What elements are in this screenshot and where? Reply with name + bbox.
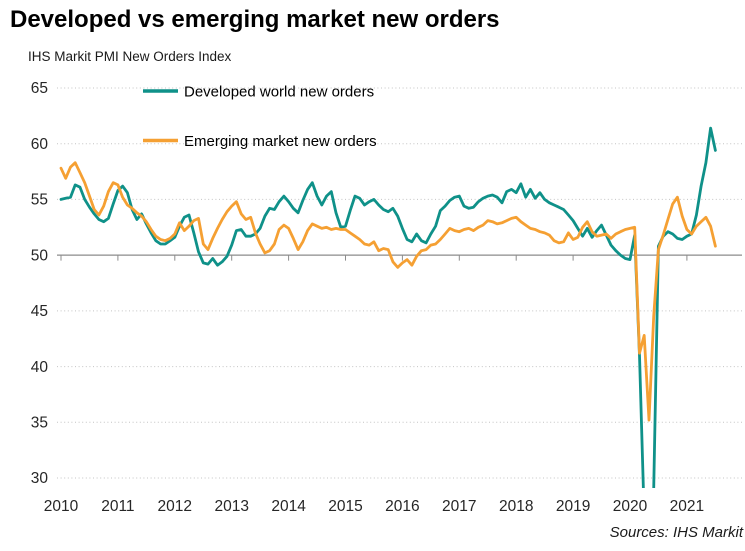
y-axis-tick-label: 60	[31, 136, 49, 153]
y-axis-tick-label: 35	[31, 414, 48, 431]
y-axis-tick-label: 65	[31, 80, 48, 97]
x-axis-year-label: 2015	[328, 498, 362, 515]
x-axis-year-label: 2010	[44, 498, 79, 515]
chart-title: Developed vs emerging market new orders	[10, 6, 500, 33]
legend: Developed world new orders Emerging marke…	[143, 83, 377, 150]
chart-subtitle: IHS Markit PMI New Orders Index	[28, 49, 232, 64]
x-axis-year-label: 2017	[442, 498, 476, 515]
y-axis-tick-label: 50	[31, 247, 49, 264]
x-axis-year-label: 2016	[385, 498, 419, 515]
y-axis-tick-label: 30	[31, 470, 49, 487]
y-axis-tick-label: 55	[31, 192, 48, 209]
emerging-series-line	[59, 161, 717, 422]
x-axis-year-label: 2014	[271, 498, 306, 515]
x-axis-year-label: 2013	[214, 498, 248, 515]
y-axis-tick-label: 40	[31, 359, 49, 376]
x-axis-year-label: 2011	[101, 498, 134, 515]
developed-series-line	[59, 126, 717, 488]
x-axis-year-label: 2021	[670, 498, 704, 515]
legend-label-developed: Developed world new orders	[184, 83, 374, 100]
x-axis-year-label: 2018	[499, 498, 533, 515]
x-axis-year-label: 2012	[158, 498, 192, 515]
legend-label-emerging: Emerging market new orders	[184, 133, 377, 150]
source-note: Sources: IHS Markit	[609, 524, 743, 541]
x-axis-year-label: 2019	[556, 498, 590, 515]
x-axis-year-label: 2020	[613, 498, 648, 515]
y-axis-tick-label: 45	[31, 303, 48, 320]
